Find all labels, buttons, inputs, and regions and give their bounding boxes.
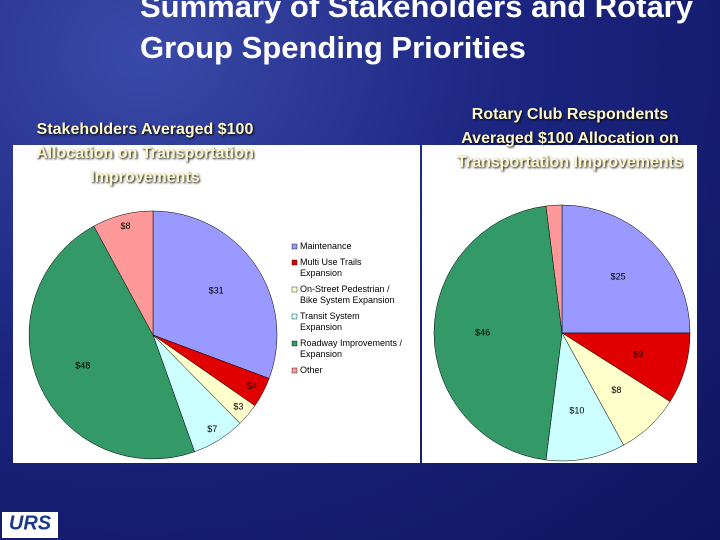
pie-slice — [545, 332, 625, 462]
data-label: $10 — [569, 405, 584, 415]
data-label: $7 — [207, 424, 217, 434]
legend-label: Roadway Improvements / Expansion — [300, 338, 403, 359]
legend-swatch — [291, 367, 298, 374]
data-label: $31 — [209, 286, 224, 296]
pie-slice — [545, 204, 563, 334]
legend-swatch — [291, 259, 298, 266]
data-label: $25 — [611, 271, 626, 281]
data-label: $8 — [121, 221, 131, 231]
legend-swatch — [291, 243, 298, 250]
legend-label: Other — [300, 365, 323, 375]
logo: URS — [9, 512, 52, 534]
chart-title: Rotary Club Respondents Averaged $100 Al… — [457, 106, 683, 171]
pie-slice — [152, 210, 278, 379]
data-label: $4 — [247, 381, 257, 391]
pie-slice — [561, 204, 691, 334]
data-label: $8 — [611, 385, 621, 395]
logo-box — [2, 512, 58, 538]
legend-label: Transit System Expansion — [300, 311, 360, 332]
pie-slice — [28, 225, 195, 460]
legend-swatch — [291, 286, 298, 293]
pie-slice — [433, 205, 563, 461]
data-label: $46 — [475, 327, 490, 337]
legend-label: Maintenance — [300, 241, 352, 251]
legend-swatch — [291, 313, 298, 320]
slide-title: Summary of Stakeholders and Rotary Group… — [140, 0, 693, 65]
pie-slice — [93, 210, 154, 336]
legend-label: On-Street Pedestrian / Bike System Expans… — [300, 284, 395, 305]
legend-swatch — [291, 340, 298, 347]
data-label: $3 — [233, 401, 243, 411]
data-label: $48 — [75, 361, 90, 371]
data-label: $9 — [633, 350, 643, 360]
chart-title: Stakeholders Averaged $100 Allocation on… — [36, 121, 254, 186]
legend-label: Multi Use Trails Expansion — [300, 257, 362, 278]
